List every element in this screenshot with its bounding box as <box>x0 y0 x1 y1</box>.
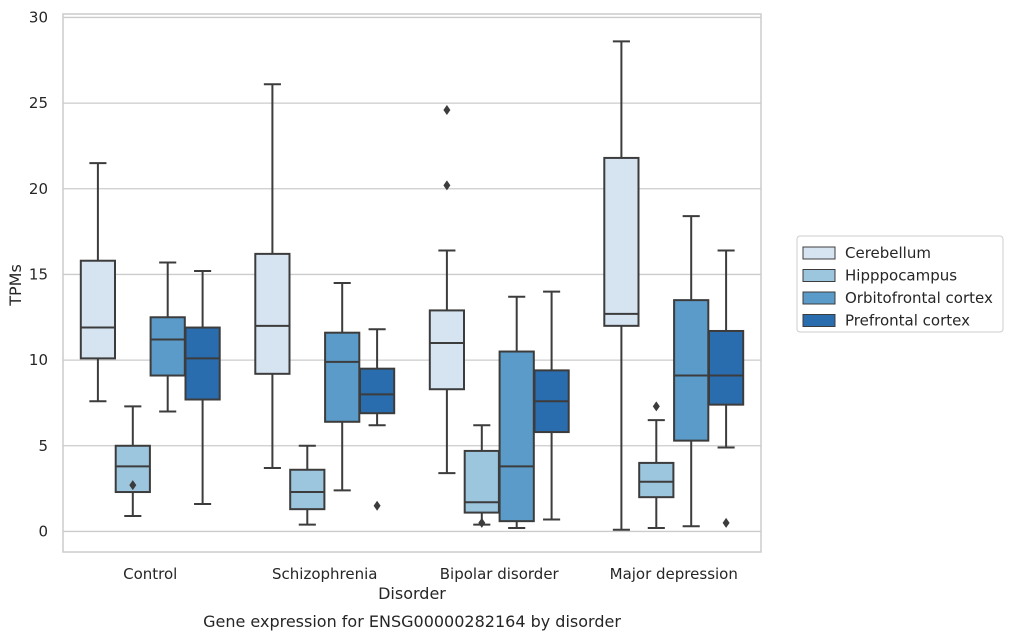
y-tick-label: 5 <box>38 437 48 455</box>
box-hipppocampus <box>463 424 500 528</box>
legend-label: Cerebellum <box>845 244 931 262</box>
y-tick-label: 30 <box>29 8 48 26</box>
outlier-point <box>373 500 381 511</box>
box-cerebellum <box>428 104 466 475</box>
box-cerebellum <box>254 83 291 470</box>
box-body <box>324 331 361 423</box>
box-body <box>79 259 117 360</box>
x-tick-label: Control <box>123 565 177 583</box>
box-hipppocampus <box>638 401 675 530</box>
outlier-point <box>443 104 451 115</box>
box-body <box>673 299 710 442</box>
x-tick-label: Bipolar disorder <box>440 565 560 583</box>
outlier-point <box>722 517 730 528</box>
box-orbitofrontal-cortex <box>498 295 535 530</box>
outlier-point <box>478 517 486 528</box>
box-body <box>149 316 186 377</box>
box-orbitofrontal-cortex <box>149 261 186 413</box>
legend-label: Hipppocampus <box>845 267 957 285</box>
box-body <box>638 461 675 499</box>
box-cerebellum <box>603 40 640 531</box>
x-axis-label: Disorder <box>378 584 446 603</box>
box-body <box>603 156 640 327</box>
box-hipppocampus <box>289 444 326 526</box>
box-body <box>707 329 745 406</box>
box-prefrontal-cortex <box>707 249 745 528</box>
y-tick-label: 20 <box>29 180 48 198</box>
box-body <box>254 252 291 375</box>
box-body <box>184 326 221 401</box>
box-body <box>428 309 466 391</box>
legend-swatch <box>802 246 836 260</box>
y-tick-label: 15 <box>29 265 48 283</box>
box-body <box>289 468 326 511</box>
box-orbitofrontal-cortex <box>324 282 361 492</box>
box-body <box>463 449 500 514</box>
legend-box <box>796 235 1004 333</box>
box-body <box>358 367 396 415</box>
outlier-point <box>443 180 451 191</box>
x-tick-label: Schizophrenia <box>272 565 377 583</box>
legend-swatch <box>802 269 836 282</box>
plot-frame <box>62 13 762 553</box>
box-body <box>498 350 535 523</box>
box-prefrontal-cortex <box>533 290 570 521</box>
outlier-point <box>129 480 137 491</box>
box-prefrontal-cortex <box>358 328 396 511</box>
box-prefrontal-cortex <box>184 270 221 506</box>
chart-title: Gene expression for ENSG00000282164 by d… <box>203 612 621 631</box>
y-axis-label: TPMs <box>6 264 25 307</box>
box-hipppocampus <box>114 405 151 518</box>
y-tick-label: 10 <box>29 351 48 369</box>
legend-swatch <box>802 314 836 327</box>
outlier-point <box>652 401 660 412</box>
legend-label: Orbitofrontal cortex <box>845 289 993 307</box>
box-cerebellum <box>79 162 117 403</box>
y-tick-label: 25 <box>29 94 48 112</box>
legend-label: Prefrontal cortex <box>845 312 970 330</box>
box-orbitofrontal-cortex <box>673 215 710 528</box>
x-tick-label: Major depression <box>610 565 738 583</box>
y-tick-label: 0 <box>38 522 48 540</box>
legend-swatch <box>802 291 836 305</box>
